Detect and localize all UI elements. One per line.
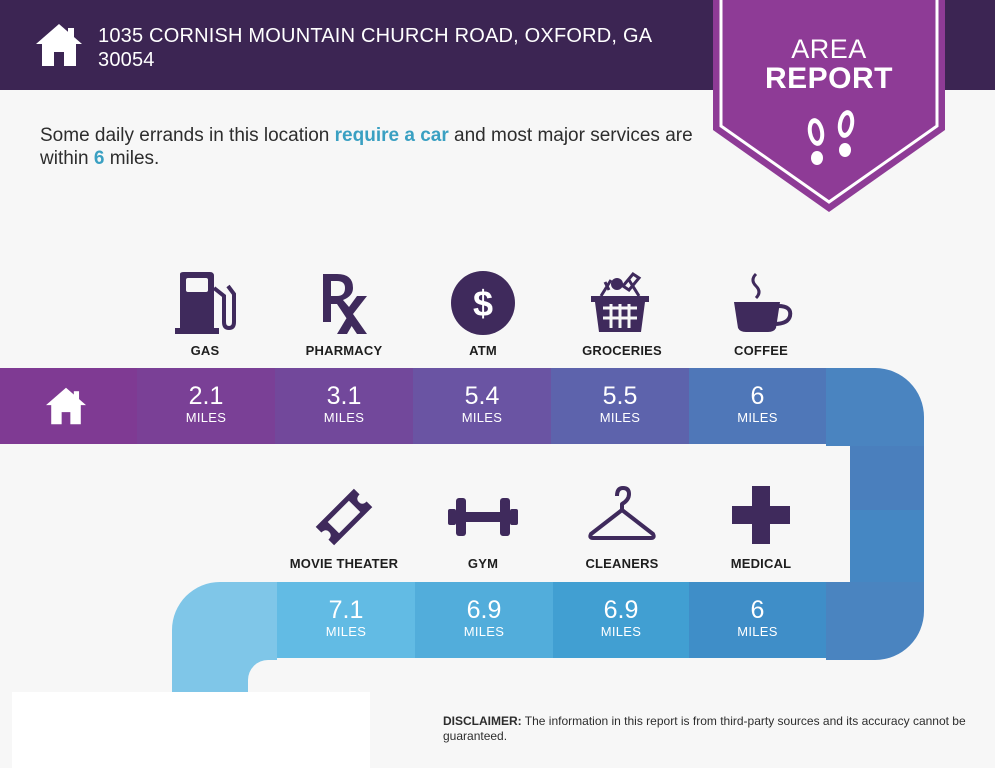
address-line-2: 30054 bbox=[98, 49, 155, 71]
label-coffee: COFFEE bbox=[734, 343, 788, 358]
medical-cross-icon bbox=[732, 486, 790, 544]
coffee-cup-icon bbox=[734, 272, 793, 332]
distance-value: 7.1 bbox=[328, 596, 364, 624]
disclaimer: DISCLAIMER: The information in this repo… bbox=[443, 714, 973, 744]
rx-icon bbox=[323, 274, 367, 334]
ticket-icon bbox=[315, 488, 373, 546]
summary-part-1: Some daily errands in this location bbox=[40, 125, 335, 146]
svg-text:$: $ bbox=[473, 283, 493, 324]
summary-part-2: and most major services are within bbox=[40, 125, 693, 169]
hanger-icon bbox=[588, 486, 656, 540]
label-gas: GAS bbox=[190, 343, 220, 358]
distance-unit: MILES bbox=[737, 410, 778, 425]
home-icon bbox=[36, 24, 82, 66]
distance-pharmacy: 3.1 MILES bbox=[275, 368, 413, 444]
distance-value: 5.4 bbox=[464, 382, 500, 410]
blank-panel bbox=[12, 692, 370, 768]
distance-atm: 5.4 MILES bbox=[413, 368, 551, 444]
distance-value: 2.1 bbox=[188, 382, 224, 410]
distance-gas: 2.1 MILES bbox=[137, 368, 275, 444]
label-groceries: GROCERIES bbox=[582, 343, 662, 358]
dumbbell-icon bbox=[448, 498, 518, 536]
footprints-icon bbox=[807, 110, 855, 165]
summary-text: Some daily errands in this location requ… bbox=[40, 124, 710, 170]
summary-highlight-car: require a car bbox=[334, 125, 449, 146]
distance-value: 6 bbox=[750, 596, 765, 624]
label-atm: ATM bbox=[469, 343, 497, 358]
distance-groceries: 5.5 MILES bbox=[551, 368, 689, 444]
summary-highlight-miles: 6 bbox=[93, 148, 105, 169]
distance-unit: MILES bbox=[185, 410, 227, 425]
badge-line-1: AREA bbox=[791, 34, 867, 64]
address-line-1: 1035 CORNISH MOUNTAIN CHURCH ROAD, OXFOR… bbox=[98, 25, 653, 47]
disclaimer-text: The information in this report is from t… bbox=[443, 714, 966, 743]
distance-value: 3.1 bbox=[326, 382, 362, 410]
label-pharmacy: PHARMACY bbox=[305, 343, 383, 358]
distance-coffee: 6 MILES bbox=[689, 368, 826, 444]
start-home-cell bbox=[0, 368, 137, 444]
disclaimer-title: DISCLAIMER: bbox=[443, 714, 522, 728]
distance-unit: MILES bbox=[600, 624, 642, 639]
distance-unit: MILES bbox=[461, 410, 503, 425]
distance-movie-theater: 7.1 MILES bbox=[277, 582, 415, 658]
basket-icon bbox=[591, 272, 649, 332]
summary-part-3: miles. bbox=[104, 148, 160, 169]
distance-cleaners: 6.9 MILES bbox=[553, 582, 689, 658]
area-report-title: AREA REPORT bbox=[713, 34, 945, 94]
distance-unit: MILES bbox=[463, 624, 505, 639]
distance-value: 6.9 bbox=[603, 596, 639, 624]
distance-unit: MILES bbox=[323, 410, 365, 425]
badge-line-2: REPORT bbox=[764, 62, 893, 95]
distance-unit: MILES bbox=[325, 624, 367, 639]
distance-unit: MILES bbox=[599, 410, 641, 425]
label-gym: GYM bbox=[467, 556, 499, 571]
route-path bbox=[172, 368, 924, 692]
dollar-coin-icon: $ bbox=[451, 271, 515, 335]
distance-value: 6 bbox=[750, 382, 765, 410]
distance-value: 5.5 bbox=[602, 382, 638, 410]
distance-value: 6.9 bbox=[466, 596, 502, 624]
area-report-badge bbox=[713, 0, 945, 212]
gas-pump-icon bbox=[175, 272, 236, 334]
home-icon bbox=[46, 387, 86, 425]
label-movie-theater: MOVIE THEATER bbox=[289, 556, 399, 571]
distance-unit: MILES bbox=[737, 624, 778, 639]
address: 1035 CORNISH MOUNTAIN CHURCH ROAD, OXFOR… bbox=[98, 24, 688, 72]
distance-gym: 6.9 MILES bbox=[415, 582, 553, 658]
label-cleaners: CLEANERS bbox=[585, 556, 659, 571]
label-medical: MEDICAL bbox=[730, 556, 792, 571]
distance-medical: 6 MILES bbox=[689, 582, 826, 658]
